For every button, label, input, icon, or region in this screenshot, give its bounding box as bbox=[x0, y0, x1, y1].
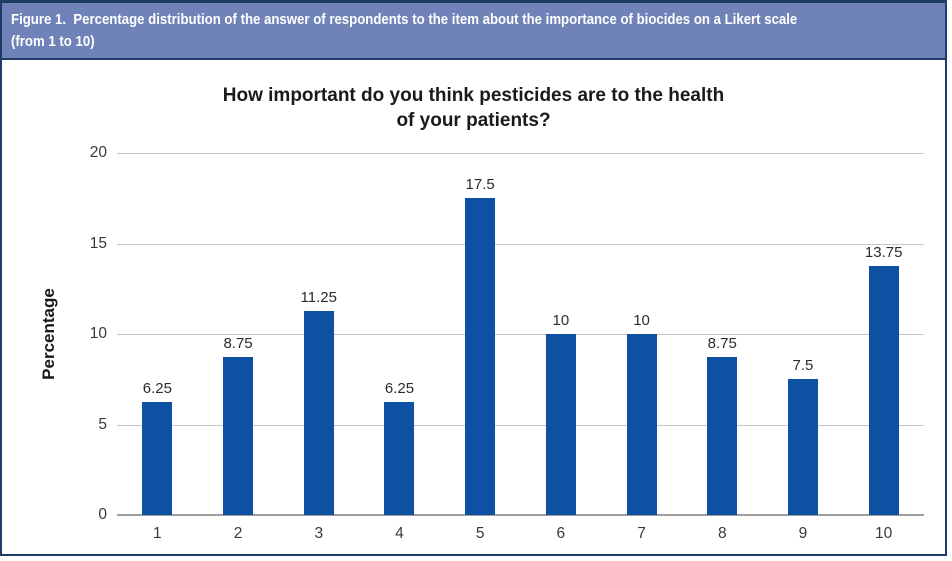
bar-value-label: 11.25 bbox=[300, 289, 337, 307]
bar-cell-1: 6.25 bbox=[117, 153, 198, 515]
bar-value-label: 10 bbox=[552, 312, 570, 329]
bar-series: 6.25 8.75 11.25 6.25 17.5 10 10 8.75 7.5 13.75 bbox=[117, 153, 924, 515]
plot-area: 6.25 8.75 11.25 6.25 17.5 10 10 8.75 7.5 13.75 bbox=[117, 153, 924, 516]
bar-category-6 bbox=[545, 334, 576, 515]
x-tick-label: 9 bbox=[798, 525, 808, 542]
bar-category-3 bbox=[303, 311, 334, 515]
y-tick-label: 5 bbox=[98, 415, 107, 433]
y-tick-label: 10 bbox=[89, 325, 107, 342]
bar-category-4 bbox=[384, 401, 415, 515]
x-tick-label: 5 bbox=[475, 525, 485, 542]
chart-title: How important do you think pesticides ar… bbox=[2, 83, 945, 133]
figure-caption-line2: (from 1 to 10) bbox=[11, 33, 95, 50]
y-tick-label: 20 bbox=[89, 144, 107, 161]
x-axis-line bbox=[117, 514, 924, 516]
gridline bbox=[117, 153, 924, 154]
bar-category-8 bbox=[707, 356, 738, 515]
bar-value-label: 6.25 bbox=[384, 379, 415, 397]
figure-caption-line1: Figure 1. Percentage distribution of the… bbox=[11, 11, 798, 28]
x-axis-ticks: 1 2 3 4 5 6 7 8 9 10 bbox=[117, 524, 924, 544]
bar-category-2 bbox=[223, 356, 254, 515]
x-tick-label: 7 bbox=[637, 525, 646, 542]
x-tick-label: 6 bbox=[556, 525, 566, 542]
bar-cell-2: 8.75 bbox=[198, 153, 279, 515]
x-tick-label: 4 bbox=[395, 525, 404, 542]
bar-cell-5: 17.5 bbox=[440, 153, 521, 515]
bar-category-7 bbox=[626, 334, 657, 515]
bar-cell-10: 13.75 bbox=[843, 153, 924, 515]
bar-value-label: 8.75 bbox=[707, 334, 737, 352]
bar-category-9 bbox=[787, 379, 818, 515]
chart-title-line2: of your patients? bbox=[396, 110, 551, 131]
x-tick-label: 8 bbox=[717, 525, 727, 542]
bar-value-label: 10 bbox=[633, 312, 650, 329]
bar-cell-6: 10 bbox=[521, 153, 602, 515]
chart-title-line1: How important do you think pesticides ar… bbox=[222, 85, 725, 106]
bar-cell-7: 10 bbox=[601, 153, 682, 515]
x-tick-label: 2 bbox=[233, 525, 243, 542]
bar-cell-4: 6.25 bbox=[359, 153, 440, 515]
bar-cell-9: 7.5 bbox=[763, 153, 844, 515]
x-tick-label: 10 bbox=[875, 525, 893, 542]
bar-category-1 bbox=[142, 401, 173, 515]
bar-value-label: 17.5 bbox=[465, 176, 495, 194]
bar-value-label: 7.5 bbox=[792, 357, 814, 375]
y-axis-ticks: 0 5 10 15 20 bbox=[2, 144, 107, 523]
x-tick-label: 1 bbox=[153, 525, 162, 542]
gridline bbox=[117, 424, 924, 426]
bar-cell-3: 11.25 bbox=[278, 153, 359, 515]
bar-category-5 bbox=[465, 198, 496, 515]
y-tick-label: 15 bbox=[89, 234, 107, 252]
bar-value-label: 6.25 bbox=[142, 379, 172, 397]
y-tick-label: 0 bbox=[98, 506, 107, 523]
figure-caption: Figure 1. Percentage distribution of the… bbox=[2, 3, 945, 60]
gridline bbox=[117, 334, 924, 335]
bar-value-label: 13.75 bbox=[864, 244, 903, 262]
bar-cell-8: 8.75 bbox=[682, 153, 763, 515]
bar-category-10 bbox=[868, 266, 899, 515]
bar-value-label: 8.75 bbox=[223, 334, 253, 352]
gridline bbox=[117, 243, 924, 245]
x-tick-label: 3 bbox=[314, 525, 324, 542]
